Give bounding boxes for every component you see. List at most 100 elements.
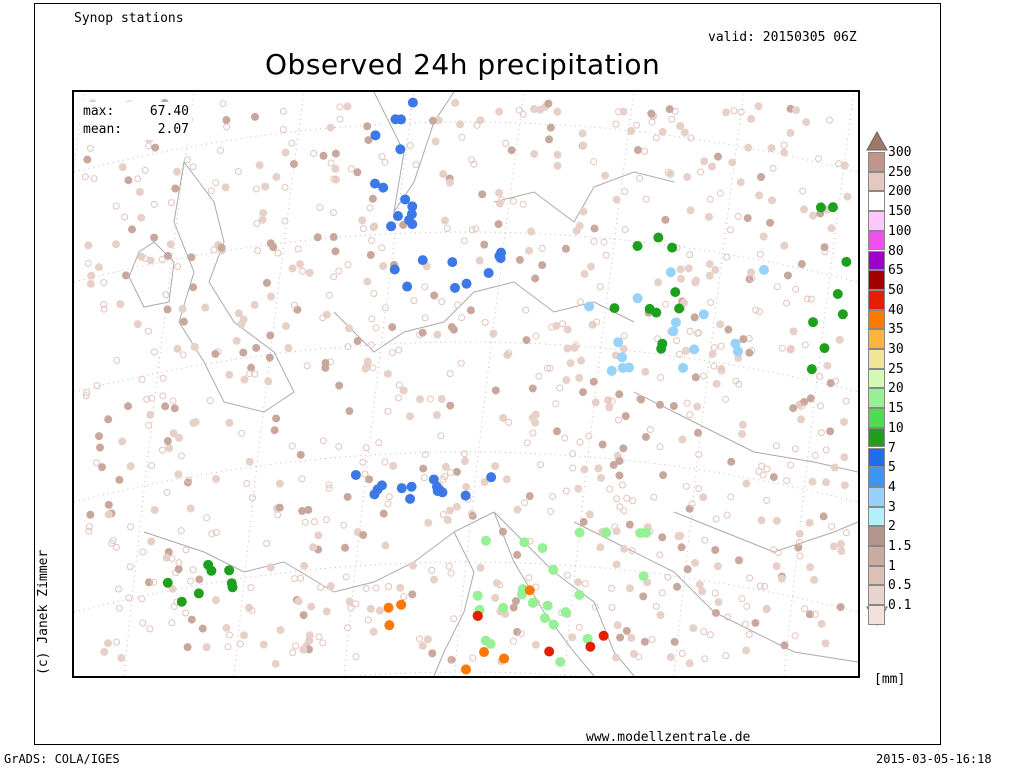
station-marker: [635, 653, 643, 661]
station-marker: [366, 204, 374, 212]
station-marker: [527, 227, 536, 236]
station-marker: [364, 136, 373, 145]
legend-swatch: [868, 565, 885, 586]
station-marker: [593, 318, 601, 326]
station-marker: [574, 578, 583, 587]
station-marker: [546, 364, 554, 372]
station-marker: [375, 606, 384, 615]
station-marker: [458, 314, 466, 322]
station-marker: [424, 518, 433, 527]
station-marker: [780, 148, 789, 157]
station-marker: [575, 222, 584, 231]
station-marker: [364, 616, 372, 624]
copyright-label: (c) Janek Zimmer: [36, 549, 51, 675]
station-marker: [792, 106, 801, 115]
station-marker: [716, 320, 725, 329]
station-marker: [86, 279, 95, 288]
station-marker: [368, 315, 376, 323]
station-marker: [175, 433, 184, 442]
station-marker: [335, 381, 344, 390]
station-marker: [707, 298, 715, 306]
station-marker: [628, 547, 636, 555]
station-marker: [469, 654, 477, 662]
station-marker: [653, 335, 661, 343]
station-marker: [100, 647, 109, 656]
station-marker: [274, 511, 282, 519]
station-marker: [772, 516, 781, 525]
station-marker: [717, 364, 726, 373]
station-marker: [400, 194, 411, 205]
station-marker: [284, 344, 293, 353]
station-marker: [363, 122, 372, 131]
coastline-path: [333, 281, 635, 353]
station-marker: [146, 625, 154, 633]
station-marker: [457, 359, 465, 367]
legend-swatch: [868, 427, 885, 448]
station-marker: [243, 479, 251, 487]
station-marker: [362, 444, 370, 452]
station-marker: [222, 623, 231, 632]
station-marker: [372, 324, 380, 332]
station-marker: [325, 481, 333, 489]
station-marker: [366, 251, 375, 260]
station-marker: [264, 377, 273, 386]
station-marker: [410, 297, 418, 305]
legend-swatch: [868, 349, 885, 369]
station-marker: [505, 349, 513, 357]
station-marker: [737, 108, 745, 116]
station-marker: [667, 242, 678, 253]
station-marker: [239, 315, 248, 324]
station-marker: [738, 420, 747, 429]
station-marker: [161, 402, 170, 411]
station-marker: [783, 271, 792, 280]
station-marker: [247, 363, 256, 372]
graticule-line: [123, 92, 195, 676]
station-marker: [476, 563, 485, 572]
station-marker: [843, 192, 852, 201]
station-marker: [331, 149, 340, 158]
station-marker: [298, 475, 306, 483]
station-marker: [619, 344, 628, 353]
legend-label: 5: [888, 460, 896, 476]
station-marker: [585, 432, 593, 440]
station-marker: [100, 300, 108, 308]
station-marker: [169, 429, 178, 438]
station-marker: [139, 548, 147, 556]
station-marker: [515, 106, 523, 114]
station-marker: [162, 291, 170, 299]
station-marker: [559, 320, 567, 328]
station-marker: [676, 122, 685, 131]
station-marker: [717, 342, 725, 350]
station-marker: [480, 535, 491, 546]
station-marker: [368, 237, 376, 245]
station-marker: [627, 633, 636, 642]
station-marker: [478, 190, 487, 199]
station-marker: [179, 351, 187, 359]
station-marker: [686, 327, 694, 335]
station-marker: [555, 656, 566, 667]
legend-swatch: [868, 408, 885, 428]
station-marker: [386, 221, 397, 232]
station-marker: [407, 219, 418, 230]
station-marker: [641, 147, 649, 155]
station-marker: [489, 329, 498, 338]
station-marker: [246, 370, 254, 378]
station-marker: [299, 267, 307, 275]
station-marker: [658, 533, 667, 542]
station-marker: [745, 631, 753, 639]
station-marker: [561, 434, 569, 442]
station-marker: [159, 374, 167, 382]
station-marker: [722, 108, 731, 117]
station-marker: [451, 98, 460, 107]
station-marker: [370, 130, 381, 141]
legend-swatch: [868, 250, 885, 271]
station-marker: [743, 602, 751, 610]
station-marker: [575, 373, 584, 382]
station-marker: [840, 417, 849, 426]
station-marker: [585, 641, 596, 652]
station-marker: [580, 269, 589, 278]
station-marker: [388, 323, 397, 332]
station-marker: [532, 332, 540, 340]
station-marker: [513, 627, 522, 636]
station-marker: [372, 484, 383, 495]
